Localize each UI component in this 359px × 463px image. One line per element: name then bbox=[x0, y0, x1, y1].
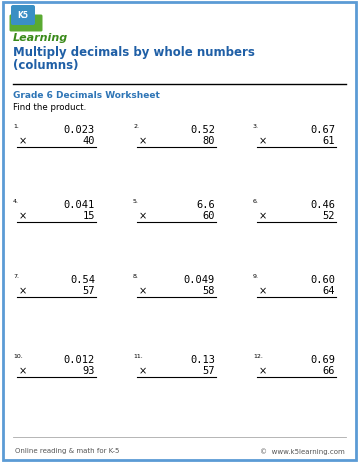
Text: 0.023: 0.023 bbox=[64, 125, 95, 135]
Text: 60: 60 bbox=[202, 211, 215, 220]
Text: 7.: 7. bbox=[13, 274, 19, 278]
Text: 52: 52 bbox=[322, 211, 335, 220]
Text: ©  www.k5learning.com: © www.k5learning.com bbox=[260, 447, 345, 454]
Text: ×: × bbox=[19, 211, 27, 220]
Text: 6.: 6. bbox=[253, 199, 259, 204]
Text: 8.: 8. bbox=[133, 274, 139, 278]
Text: 0.049: 0.049 bbox=[184, 275, 215, 284]
Text: 0.67: 0.67 bbox=[310, 125, 335, 135]
Text: 80: 80 bbox=[202, 136, 215, 146]
Text: Multiply decimals by whole numbers: Multiply decimals by whole numbers bbox=[13, 46, 255, 59]
Text: ×: × bbox=[19, 136, 27, 146]
Text: 15: 15 bbox=[83, 211, 95, 220]
Text: ×: × bbox=[139, 136, 147, 146]
Text: 0.46: 0.46 bbox=[310, 200, 335, 210]
Text: 0.60: 0.60 bbox=[310, 275, 335, 284]
Text: 3.: 3. bbox=[253, 124, 259, 129]
Text: Find the product.: Find the product. bbox=[13, 103, 86, 112]
Text: ×: × bbox=[139, 211, 147, 220]
Text: ×: × bbox=[139, 365, 147, 375]
Text: 12.: 12. bbox=[253, 353, 263, 358]
Text: 93: 93 bbox=[83, 365, 95, 375]
Text: ×: × bbox=[259, 211, 267, 220]
Text: 66: 66 bbox=[322, 365, 335, 375]
Text: (columns): (columns) bbox=[13, 59, 79, 72]
Text: 40: 40 bbox=[83, 136, 95, 146]
Text: K5: K5 bbox=[18, 12, 28, 20]
Text: ×: × bbox=[259, 285, 267, 295]
Text: 61: 61 bbox=[322, 136, 335, 146]
Text: 0.012: 0.012 bbox=[64, 354, 95, 364]
Text: 1.: 1. bbox=[13, 124, 19, 129]
Text: 0.13: 0.13 bbox=[190, 354, 215, 364]
Text: 2.: 2. bbox=[133, 124, 139, 129]
FancyBboxPatch shape bbox=[9, 15, 42, 32]
Text: 9.: 9. bbox=[253, 274, 259, 278]
Text: ×: × bbox=[19, 285, 27, 295]
Text: 11.: 11. bbox=[133, 353, 143, 358]
Text: ×: × bbox=[259, 136, 267, 146]
Text: 0.54: 0.54 bbox=[70, 275, 95, 284]
Text: ×: × bbox=[139, 285, 147, 295]
Text: Online reading & math for K-5: Online reading & math for K-5 bbox=[15, 447, 120, 453]
Text: ×: × bbox=[259, 365, 267, 375]
Text: 5.: 5. bbox=[133, 199, 139, 204]
Text: ×: × bbox=[19, 365, 27, 375]
Text: 64: 64 bbox=[322, 285, 335, 295]
Text: 10.: 10. bbox=[13, 353, 23, 358]
Text: 58: 58 bbox=[202, 285, 215, 295]
Text: 6.6: 6.6 bbox=[196, 200, 215, 210]
FancyBboxPatch shape bbox=[3, 3, 356, 460]
Text: Grade 6 Decimals Worksheet: Grade 6 Decimals Worksheet bbox=[13, 91, 160, 100]
Text: 57: 57 bbox=[202, 365, 215, 375]
Text: 0.52: 0.52 bbox=[190, 125, 215, 135]
Text: 0.69: 0.69 bbox=[310, 354, 335, 364]
FancyBboxPatch shape bbox=[11, 6, 35, 26]
Text: Learning: Learning bbox=[13, 33, 68, 43]
Text: 0.041: 0.041 bbox=[64, 200, 95, 210]
Text: 57: 57 bbox=[83, 285, 95, 295]
Text: 4.: 4. bbox=[13, 199, 19, 204]
